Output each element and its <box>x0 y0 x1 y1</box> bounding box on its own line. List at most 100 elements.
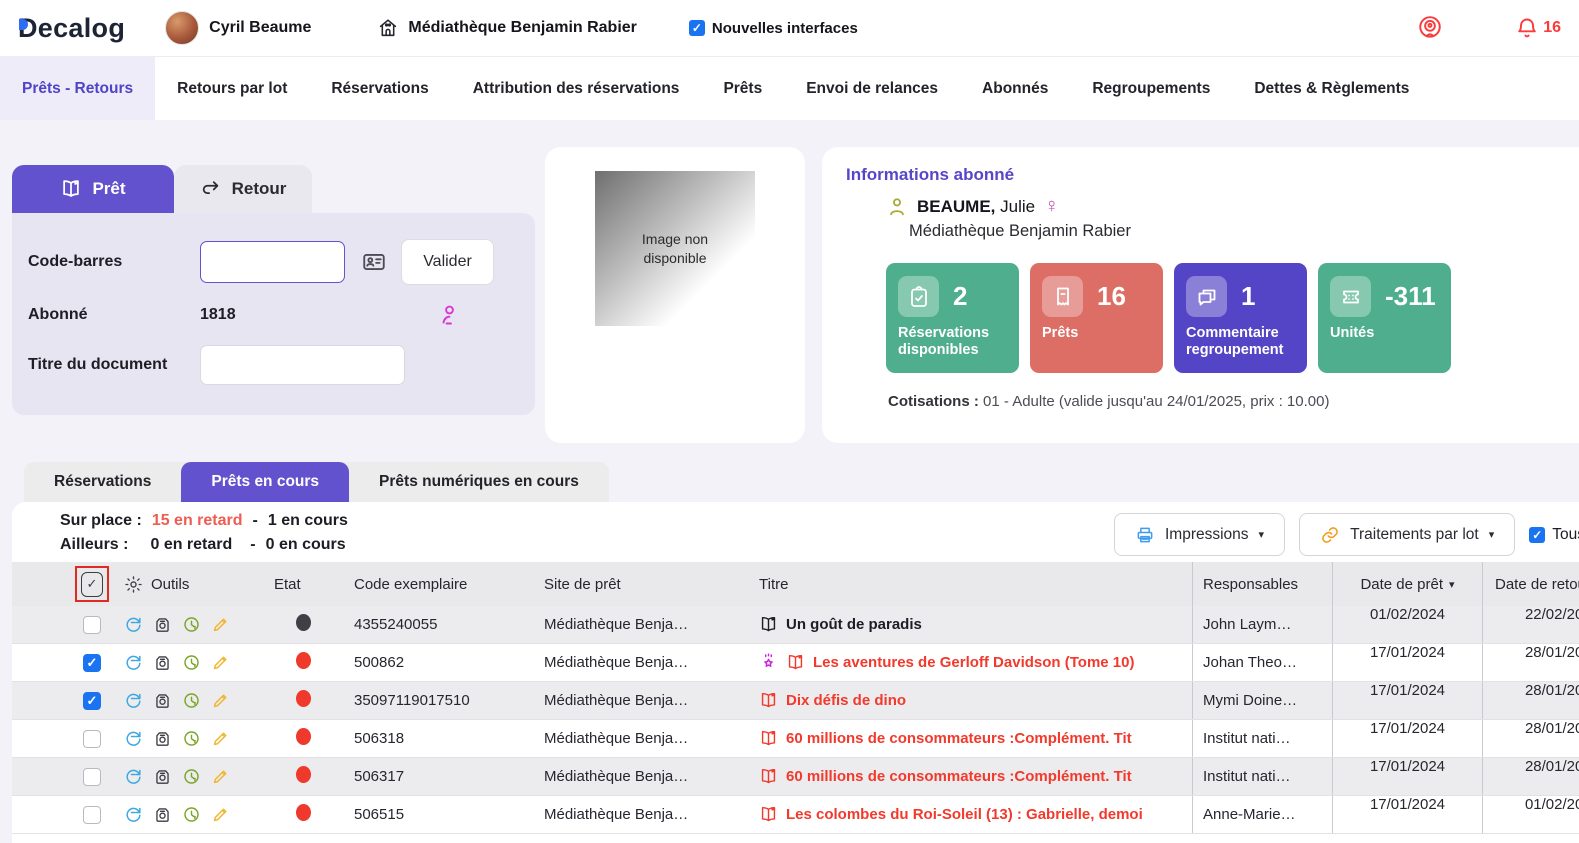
nav-item-0[interactable]: Prêts - Retours <box>0 57 156 120</box>
gear-icon[interactable] <box>124 575 143 594</box>
nav-item-2[interactable]: Réservations <box>309 57 450 120</box>
remove-subscriber-icon[interactable] <box>437 303 461 327</box>
header-responsables[interactable]: Responsables <box>1192 562 1332 606</box>
pencil-icon[interactable] <box>211 767 230 786</box>
camera-icon[interactable] <box>153 805 172 824</box>
camera-icon[interactable] <box>153 691 172 710</box>
checkbox-checked-icon[interactable]: ✓ <box>688 20 705 36</box>
row-checkbox[interactable]: ✓ <box>83 691 101 710</box>
loans-tab-1[interactable]: Prêts en cours <box>181 462 350 502</box>
subscriber-info-card: Informations abonné BEAUME, Julie ♀ Médi… <box>822 147 1579 443</box>
row-title[interactable]: Les colombes du Roi-Soleil (13) : Gabrie… <box>786 806 1143 823</box>
book-icon <box>759 615 778 634</box>
history-icon[interactable] <box>182 615 201 634</box>
stat-commentaire[interactable]: 1 Commentaire regroupement <box>1174 263 1307 373</box>
cotisations-line: Cotisations : 01 - Adulte (valide jusqu'… <box>888 393 1330 410</box>
tous-checkbox[interactable]: ✓ Tous <box>1529 526 1579 544</box>
nav-item-1[interactable]: Retours par lot <box>155 57 309 120</box>
select-all-checkbox-icon[interactable]: ✓ <box>81 571 103 597</box>
header-etat[interactable]: Etat <box>274 575 301 593</box>
header-date-pret[interactable]: Date de prêt ▾ <box>1332 562 1482 606</box>
camera-icon[interactable] <box>153 653 172 672</box>
history-icon[interactable] <box>182 653 201 672</box>
nav-item-5[interactable]: Envoi de relances <box>784 57 960 120</box>
new-interfaces-toggle[interactable]: ✓ Nouvelles interfaces <box>688 20 858 37</box>
nav-item-4[interactable]: Prêts <box>701 57 784 120</box>
table-row[interactable]: ✓ 3509711 <box>12 682 1579 720</box>
current-library[interactable]: Médiathèque Benjamin Rabier <box>377 17 637 39</box>
pencil-icon[interactable] <box>211 805 230 824</box>
app-logo[interactable]: Decalog <box>18 12 126 43</box>
main-nav: Prêts - Retours Retours par lot Réservatio… <box>0 57 1579 120</box>
row-checkbox[interactable] <box>83 729 101 748</box>
history-icon[interactable] <box>182 805 201 824</box>
barcode-input[interactable] <box>200 241 345 283</box>
renew-loan-icon[interactable] <box>124 767 143 786</box>
row-checkbox[interactable]: ✓ <box>83 653 101 672</box>
tab-retour[interactable]: Retour <box>174 165 312 213</box>
id-card-icon[interactable] <box>361 249 387 275</box>
renew-loan-icon[interactable] <box>124 615 143 634</box>
header-site[interactable]: Site de prêt <box>544 575 621 593</box>
nav-item-7[interactable]: Regroupements <box>1070 57 1232 120</box>
row-date-retour: 22/02/2024 <box>1482 606 1579 643</box>
header-outils[interactable]: Outils <box>151 575 190 593</box>
row-code: 500862 <box>354 654 405 671</box>
header-date-retour[interactable]: Date de retour <box>1482 562 1579 606</box>
row-title[interactable]: 60 millions de consommateurs :Complément… <box>786 730 1132 747</box>
header-code[interactable]: Code exemplaire <box>354 575 468 593</box>
rfid-reader-icon[interactable] <box>1417 15 1443 41</box>
row-title[interactable]: Un goût de paradis <box>786 616 922 633</box>
row-responsable: Anne-Marie… <box>1192 796 1332 833</box>
doc-title-input[interactable] <box>200 345 405 385</box>
avatar[interactable] <box>165 11 200 45</box>
row-checkbox[interactable] <box>83 805 101 824</box>
pencil-icon[interactable] <box>211 691 230 710</box>
pencil-icon[interactable] <box>211 653 230 672</box>
renew-loan-icon[interactable] <box>124 729 143 748</box>
tab-pret[interactable]: Prêt <box>12 165 174 213</box>
row-title[interactable]: Les aventures de Gerloff Davidson (Tome … <box>813 654 1135 671</box>
checkbox-checked-icon[interactable]: ✓ <box>1529 526 1546 543</box>
renew-loan-icon[interactable] <box>124 805 143 824</box>
history-icon[interactable] <box>182 767 201 786</box>
book-icon <box>759 691 778 710</box>
impressions-button[interactable]: Impressions ▾ <box>1113 513 1286 556</box>
history-icon[interactable] <box>182 729 201 748</box>
loans-tab-0[interactable]: Réservations <box>24 462 181 502</box>
subscriber-name[interactable]: BEAUME, Julie <box>917 196 1036 216</box>
history-icon[interactable] <box>182 691 201 710</box>
stat-prets[interactable]: 16 Prêts <box>1030 263 1163 373</box>
pencil-icon[interactable] <box>211 729 230 748</box>
nav-item-3[interactable]: Attribution des réservations <box>451 57 702 120</box>
header-titre[interactable]: Titre <box>759 575 789 593</box>
camera-icon[interactable] <box>153 767 172 786</box>
sur-place-late: 15 en retard <box>151 512 243 529</box>
table-row[interactable]: 4355240055 Médiathèque Benja… Un goût de… <box>12 606 1579 644</box>
batch-actions-button[interactable]: Traitements par lot ▾ <box>1299 513 1516 556</box>
row-checkbox[interactable] <box>83 767 101 786</box>
user-name[interactable]: Cyril Beaume <box>209 19 312 36</box>
row-responsable: Mymi Doine… <box>1192 682 1332 719</box>
camera-icon[interactable] <box>153 729 172 748</box>
renew-loan-icon[interactable] <box>124 691 143 710</box>
stat-unites[interactable]: -311 Unités <box>1318 263 1451 373</box>
pencil-icon[interactable] <box>211 615 230 634</box>
stat-reservations[interactable]: 2 Réservations disponibles <box>886 263 1019 373</box>
loans-panel: Sur place : 15 en retard - 1 en cours Ai… <box>12 502 1579 843</box>
nav-item-8[interactable]: Dettes & Règlements <box>1232 57 1431 120</box>
table-row[interactable]: 506515 Médiathèque Benja… Les colombes d… <box>12 796 1579 834</box>
table-row[interactable]: 506318 Médiathèque Benja… 60 millions de… <box>12 720 1579 758</box>
row-checkbox[interactable] <box>83 615 101 634</box>
table-row[interactable]: ✓ 500862 <box>12 644 1579 682</box>
nav-item-6[interactable]: Abonnés <box>960 57 1070 120</box>
camera-icon[interactable] <box>153 615 172 634</box>
renew-loan-icon[interactable] <box>124 653 143 672</box>
loans-stats: Sur place : 15 en retard - 1 en cours Ai… <box>60 512 348 553</box>
table-row[interactable]: 506317 Médiathèque Benja… 60 millions de… <box>12 758 1579 796</box>
valider-button[interactable]: Valider <box>401 239 494 285</box>
loans-tab-2[interactable]: Prêts numériques en cours <box>349 462 609 502</box>
row-title[interactable]: 60 millions de consommateurs :Complément… <box>786 768 1132 785</box>
notifications[interactable]: 16 <box>1515 16 1561 40</box>
row-title[interactable]: Dix défis de dino <box>786 692 907 709</box>
